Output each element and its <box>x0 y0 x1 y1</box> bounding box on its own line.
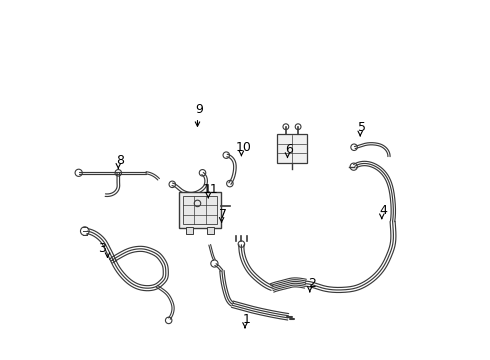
Text: 1: 1 <box>243 313 251 326</box>
Bar <box>277 134 307 163</box>
Text: 11: 11 <box>202 183 218 196</box>
Bar <box>207 227 214 234</box>
Text: 4: 4 <box>380 204 388 217</box>
Bar <box>186 227 194 234</box>
Text: 10: 10 <box>235 141 251 154</box>
Bar <box>183 196 217 224</box>
Text: 6: 6 <box>285 143 293 156</box>
Text: 8: 8 <box>116 154 123 167</box>
Text: 9: 9 <box>195 103 203 116</box>
Bar <box>179 192 221 228</box>
Text: 7: 7 <box>220 208 227 221</box>
Text: 2: 2 <box>308 277 316 290</box>
Text: 5: 5 <box>358 121 366 134</box>
Text: 3: 3 <box>98 242 106 255</box>
